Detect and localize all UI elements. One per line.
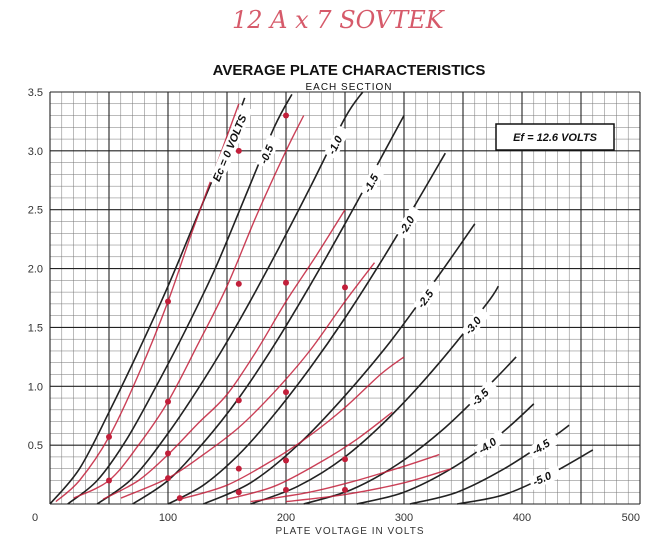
curve-label-bg [466,379,499,411]
measured-marker [342,284,348,291]
curve-label-group: -1.0 [324,125,350,160]
x-axis-label: PLATE VOLTAGE IN VOLTS [275,526,424,537]
measured-curve-6 [250,453,440,503]
measured-curve-2 [102,209,346,500]
curve-label-bg [473,429,507,459]
measured-marker [106,477,112,484]
measured-marker [283,112,289,119]
curve-grid-9 [409,424,570,505]
measured-marker [176,495,183,502]
curve-label-group: -1.5 [359,163,387,198]
grid-major [49,91,641,505]
y-tick-label: 3.0 [28,146,43,158]
curve-label-group: -2.0 [394,205,423,240]
curve-label-bg [256,134,281,169]
curve-label-group: Ec = 0 VOLTS [208,104,253,187]
curve-label-bg [528,465,563,490]
measured-marker [235,397,242,404]
curve-grid-6 [250,285,500,505]
curve-label-bg [359,163,387,198]
heater-voltage-annotation: Ef = 12.6 VOLTS [513,132,598,144]
measured-marker [235,489,242,496]
y-tick-label: 1.0 [28,381,43,393]
curve-label-group: -0.5 [256,134,281,169]
curve-label-bg [412,279,443,313]
measured-marker [165,450,171,457]
measured-marker [283,389,289,396]
handwritten-note: 12 A x 7 SOVTEK [232,6,446,34]
curve-label-bg [526,431,561,460]
curve-label-bg [460,306,491,340]
heater-voltage-legend: Ef = 12.6 VOLTS [495,123,615,151]
x-tick-label: 500 [622,512,640,524]
curve-grid-0 [49,97,246,505]
measured-marker [165,298,171,305]
legend-box [495,123,615,151]
chart-subtitle: EACH SECTION [305,82,392,93]
measured-curve-7 [285,468,452,503]
curve-label-group: -4.0 [473,429,507,459]
measured-curve-5 [226,411,393,500]
curve-grid-5 [203,223,476,505]
chart-title: AVERAGE PLATE CHARACTERISTICS [213,62,486,79]
measured-curve-1 [73,115,305,499]
measured-marker [235,280,242,287]
y-tick-label: 2.0 [28,264,43,276]
curve-grid-3 [132,115,405,505]
measured-marker [165,398,171,405]
measured-marker [106,433,112,440]
curve-label-group: -3.0 [460,306,491,340]
measured-markers [106,112,348,502]
measured-marker [283,457,289,464]
curve-grid-7 [303,356,517,505]
curve-label-bg [324,125,350,160]
measured-curve-3 [120,262,376,499]
measured-curves [55,103,452,503]
measured-curve-0 [55,103,240,503]
measured-marker [342,486,348,493]
y-tick-label: 3.5 [28,87,43,99]
x-tick-label: 400 [513,512,531,524]
x-axis-ticks: 0 100 200 300 400 500 [32,512,640,524]
curve-grid-10 [456,449,594,505]
measured-marker [283,486,289,493]
measured-marker [165,475,171,482]
y-tick-label: 0.5 [28,440,43,452]
measured-marker [283,279,289,286]
measured-marker [342,456,348,463]
x-tick-label: 200 [277,512,295,524]
grid-minor [50,92,640,504]
x-tick-label: 300 [395,512,413,524]
x-tick-label: 0 [32,512,38,524]
y-tick-label: 2.5 [28,205,43,217]
measured-curve-4 [179,356,405,500]
y-axis-ticks: 0.5 1.0 1.5 2.0 2.5 3.0 3.5 [28,87,43,452]
y-tick-label: 1.5 [28,322,43,334]
measured-marker [235,147,242,154]
curve-label-bg [394,205,423,240]
curve-label-group: -3.5 [466,379,499,411]
measured-marker [235,465,242,472]
curve-label-group: -4.5 [526,431,561,460]
curve-label-bg [208,104,253,187]
curve-label: Ec = 0 VOLTS [211,113,250,184]
x-tick-label: 100 [159,512,177,524]
